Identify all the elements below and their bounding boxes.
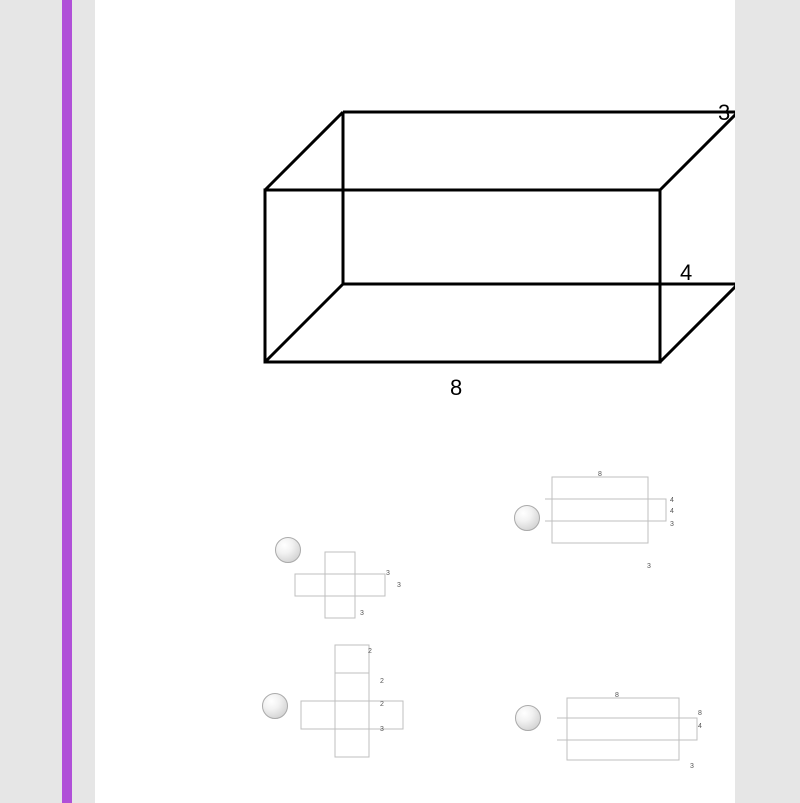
option-c-label-4: 3 [380, 726, 384, 733]
option-c-label-2: 2 [380, 678, 384, 685]
option-c-label-1: 2 [368, 648, 372, 655]
option-c-radio[interactable] [262, 693, 288, 719]
option-b-label-1: 8 [598, 471, 602, 478]
option-d-label-4: 3 [690, 763, 694, 770]
option-d-label-3: 4 [698, 723, 702, 730]
accent-bar [62, 0, 72, 803]
option-b-label-4: 3 [670, 521, 674, 528]
right-margin [735, 0, 800, 803]
option-d-net [557, 688, 727, 798]
option-a-label-1: 3 [386, 570, 390, 577]
option-b-net [545, 470, 705, 580]
option-d-label-1: 8 [615, 692, 619, 699]
option-d-label-2: 8 [698, 710, 702, 717]
option-d-radio[interactable] [515, 705, 541, 731]
option-a-label-3: 3 [360, 610, 364, 617]
option-a-label-2: 3 [397, 582, 401, 589]
question-panel: 8 4 3 3 3 3 8 4 4 3 3 [95, 0, 735, 803]
option-b-label-2: 4 [670, 497, 674, 504]
prism-diagram [95, 0, 735, 420]
option-b-label-5: 3 [647, 563, 651, 570]
option-b-radio[interactable] [514, 505, 540, 531]
option-c-label-3: 2 [380, 701, 384, 708]
option-a-net [285, 548, 425, 648]
option-c-net [295, 640, 445, 800]
prism-depth-label: 3 [718, 100, 730, 126]
prism-length-label: 8 [450, 375, 462, 401]
option-b-label-3: 4 [670, 508, 674, 515]
prism-height-label: 4 [680, 260, 692, 286]
